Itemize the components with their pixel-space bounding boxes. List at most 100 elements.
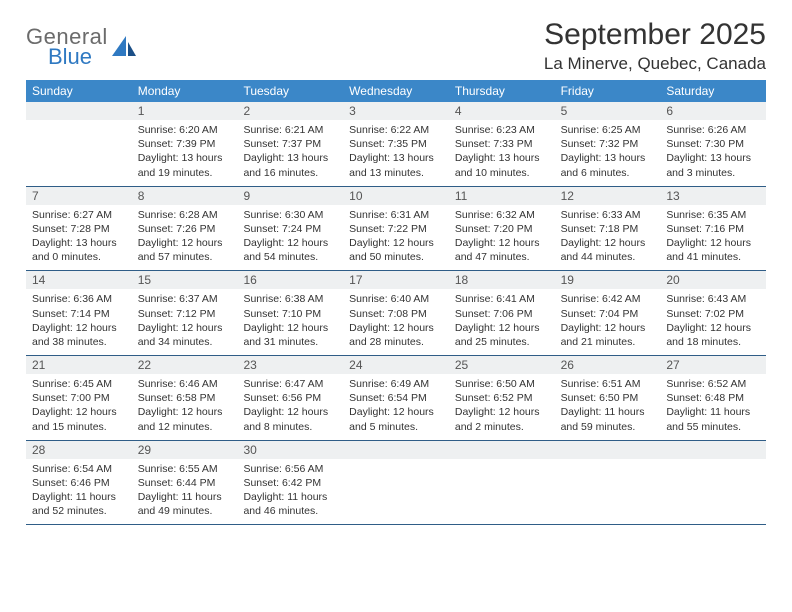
daylight-line-1: Daylight: 13 hours bbox=[243, 151, 337, 165]
cell-body: Sunrise: 6:41 AMSunset: 7:06 PMDaylight:… bbox=[449, 289, 555, 355]
logo: General Blue bbox=[26, 18, 138, 68]
daylight-line-1: Daylight: 12 hours bbox=[455, 236, 549, 250]
sunset-line: Sunset: 7:22 PM bbox=[349, 222, 443, 236]
daylight-line-2: and 44 minutes. bbox=[561, 250, 655, 264]
calendar-cell: 12Sunrise: 6:33 AMSunset: 7:18 PMDayligh… bbox=[555, 187, 661, 271]
daylight-line-2: and 57 minutes. bbox=[138, 250, 232, 264]
sunset-line: Sunset: 7:02 PM bbox=[666, 307, 760, 321]
weekday-header: Tuesday bbox=[237, 80, 343, 102]
daylight-line-1: Daylight: 11 hours bbox=[138, 490, 232, 504]
day-number: 28 bbox=[26, 441, 132, 459]
calendar-cell: 13Sunrise: 6:35 AMSunset: 7:16 PMDayligh… bbox=[660, 187, 766, 271]
daylight-line-2: and 46 minutes. bbox=[243, 504, 337, 518]
sunrise-line: Sunrise: 6:36 AM bbox=[32, 292, 126, 306]
calendar-cell bbox=[449, 441, 555, 525]
sunrise-line: Sunrise: 6:56 AM bbox=[243, 462, 337, 476]
calendar-cell bbox=[660, 441, 766, 525]
day-number: 25 bbox=[449, 356, 555, 374]
daylight-line-2: and 52 minutes. bbox=[32, 504, 126, 518]
calendar-cell bbox=[26, 102, 132, 186]
sunrise-line: Sunrise: 6:41 AM bbox=[455, 292, 549, 306]
page: General Blue September 2025 La Minerve, … bbox=[0, 0, 792, 525]
sunset-line: Sunset: 7:16 PM bbox=[666, 222, 760, 236]
calendar-cell: 27Sunrise: 6:52 AMSunset: 6:48 PMDayligh… bbox=[660, 356, 766, 440]
calendar-cell: 24Sunrise: 6:49 AMSunset: 6:54 PMDayligh… bbox=[343, 356, 449, 440]
calendar-cell: 16Sunrise: 6:38 AMSunset: 7:10 PMDayligh… bbox=[237, 271, 343, 355]
cell-body: Sunrise: 6:23 AMSunset: 7:33 PMDaylight:… bbox=[449, 120, 555, 186]
calendar-cell: 6Sunrise: 6:26 AMSunset: 7:30 PMDaylight… bbox=[660, 102, 766, 186]
day-number: 21 bbox=[26, 356, 132, 374]
day-number: 7 bbox=[26, 187, 132, 205]
sunset-line: Sunset: 6:56 PM bbox=[243, 391, 337, 405]
calendar-cell: 25Sunrise: 6:50 AMSunset: 6:52 PMDayligh… bbox=[449, 356, 555, 440]
daylight-line-2: and 54 minutes. bbox=[243, 250, 337, 264]
sunrise-line: Sunrise: 6:31 AM bbox=[349, 208, 443, 222]
day-number: 18 bbox=[449, 271, 555, 289]
daylight-line-1: Daylight: 11 hours bbox=[32, 490, 126, 504]
calendar-week: 1Sunrise: 6:20 AMSunset: 7:39 PMDaylight… bbox=[26, 102, 766, 187]
daylight-line-1: Daylight: 12 hours bbox=[561, 236, 655, 250]
sunset-line: Sunset: 6:54 PM bbox=[349, 391, 443, 405]
daylight-line-1: Daylight: 12 hours bbox=[561, 321, 655, 335]
day-number: 6 bbox=[660, 102, 766, 120]
cell-body: Sunrise: 6:40 AMSunset: 7:08 PMDaylight:… bbox=[343, 289, 449, 355]
cell-body: Sunrise: 6:32 AMSunset: 7:20 PMDaylight:… bbox=[449, 205, 555, 271]
sunrise-line: Sunrise: 6:22 AM bbox=[349, 123, 443, 137]
cell-body: Sunrise: 6:27 AMSunset: 7:28 PMDaylight:… bbox=[26, 205, 132, 271]
sunrise-line: Sunrise: 6:26 AM bbox=[666, 123, 760, 137]
sunset-line: Sunset: 7:28 PM bbox=[32, 222, 126, 236]
daylight-line-2: and 16 minutes. bbox=[243, 166, 337, 180]
calendar-cell: 8Sunrise: 6:28 AMSunset: 7:26 PMDaylight… bbox=[132, 187, 238, 271]
sunrise-line: Sunrise: 6:51 AM bbox=[561, 377, 655, 391]
sunrise-line: Sunrise: 6:28 AM bbox=[138, 208, 232, 222]
daylight-line-2: and 10 minutes. bbox=[455, 166, 549, 180]
day-number: 27 bbox=[660, 356, 766, 374]
daylight-line-2: and 0 minutes. bbox=[32, 250, 126, 264]
sunrise-line: Sunrise: 6:32 AM bbox=[455, 208, 549, 222]
day-number: 12 bbox=[555, 187, 661, 205]
day-number: 15 bbox=[132, 271, 238, 289]
cell-body: Sunrise: 6:25 AMSunset: 7:32 PMDaylight:… bbox=[555, 120, 661, 186]
cell-body: Sunrise: 6:49 AMSunset: 6:54 PMDaylight:… bbox=[343, 374, 449, 440]
cell-body: Sunrise: 6:33 AMSunset: 7:18 PMDaylight:… bbox=[555, 205, 661, 271]
calendar-week: 7Sunrise: 6:27 AMSunset: 7:28 PMDaylight… bbox=[26, 187, 766, 272]
calendar-week: 21Sunrise: 6:45 AMSunset: 7:00 PMDayligh… bbox=[26, 356, 766, 441]
day-number: 30 bbox=[237, 441, 343, 459]
sunset-line: Sunset: 7:39 PM bbox=[138, 137, 232, 151]
header: General Blue September 2025 La Minerve, … bbox=[26, 18, 766, 74]
cell-body: Sunrise: 6:31 AMSunset: 7:22 PMDaylight:… bbox=[343, 205, 449, 271]
calendar-week: 14Sunrise: 6:36 AMSunset: 7:14 PMDayligh… bbox=[26, 271, 766, 356]
daylight-line-2: and 8 minutes. bbox=[243, 420, 337, 434]
sunrise-line: Sunrise: 6:50 AM bbox=[455, 377, 549, 391]
day-number: 5 bbox=[555, 102, 661, 120]
daylight-line-1: Daylight: 12 hours bbox=[138, 236, 232, 250]
daylight-line-2: and 21 minutes. bbox=[561, 335, 655, 349]
daylight-line-2: and 55 minutes. bbox=[666, 420, 760, 434]
logo-text: General Blue bbox=[26, 26, 108, 68]
cell-body: Sunrise: 6:36 AMSunset: 7:14 PMDaylight:… bbox=[26, 289, 132, 355]
day-number: 17 bbox=[343, 271, 449, 289]
daylight-line-2: and 38 minutes. bbox=[32, 335, 126, 349]
weekday-header: Wednesday bbox=[343, 80, 449, 102]
calendar-cell: 2Sunrise: 6:21 AMSunset: 7:37 PMDaylight… bbox=[237, 102, 343, 186]
cell-body: Sunrise: 6:37 AMSunset: 7:12 PMDaylight:… bbox=[132, 289, 238, 355]
sunrise-line: Sunrise: 6:27 AM bbox=[32, 208, 126, 222]
sunset-line: Sunset: 7:14 PM bbox=[32, 307, 126, 321]
cell-body: Sunrise: 6:30 AMSunset: 7:24 PMDaylight:… bbox=[237, 205, 343, 271]
calendar-cell: 21Sunrise: 6:45 AMSunset: 7:00 PMDayligh… bbox=[26, 356, 132, 440]
page-title: September 2025 bbox=[544, 18, 766, 52]
cell-body: Sunrise: 6:21 AMSunset: 7:37 PMDaylight:… bbox=[237, 120, 343, 186]
sunset-line: Sunset: 7:20 PM bbox=[455, 222, 549, 236]
daylight-line-1: Daylight: 12 hours bbox=[349, 236, 443, 250]
day-number bbox=[343, 441, 449, 459]
sunset-line: Sunset: 7:32 PM bbox=[561, 137, 655, 151]
cell-body: Sunrise: 6:52 AMSunset: 6:48 PMDaylight:… bbox=[660, 374, 766, 440]
daylight-line-2: and 34 minutes. bbox=[138, 335, 232, 349]
daylight-line-2: and 6 minutes. bbox=[561, 166, 655, 180]
sunset-line: Sunset: 7:18 PM bbox=[561, 222, 655, 236]
daylight-line-1: Daylight: 13 hours bbox=[138, 151, 232, 165]
sunrise-line: Sunrise: 6:40 AM bbox=[349, 292, 443, 306]
sunset-line: Sunset: 6:48 PM bbox=[666, 391, 760, 405]
calendar-cell bbox=[343, 441, 449, 525]
cell-body: Sunrise: 6:22 AMSunset: 7:35 PMDaylight:… bbox=[343, 120, 449, 186]
